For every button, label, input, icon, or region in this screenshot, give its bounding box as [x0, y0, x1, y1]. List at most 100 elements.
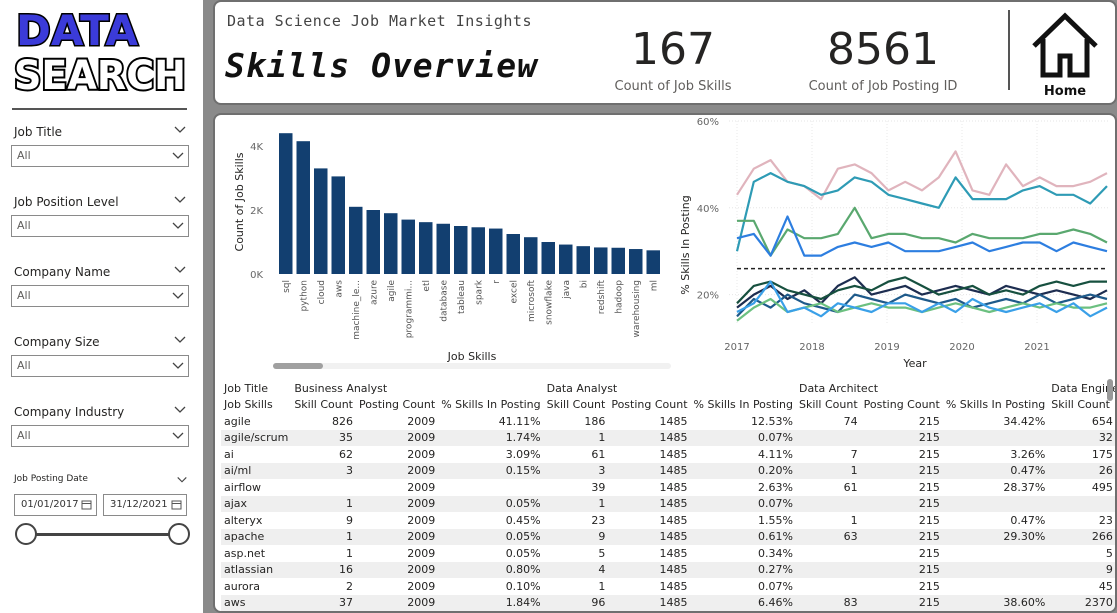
- table-cell: 495: [1091, 480, 1113, 494]
- filter-job-title: Job Title All: [11, 123, 189, 167]
- table-cell: 1485: [659, 447, 688, 461]
- bar: [541, 242, 555, 274]
- x-tick-label: azure: [369, 280, 379, 305]
- page-title: Skills Overview: [225, 46, 539, 85]
- column-header-sortable[interactable]: Job Skills: [224, 398, 273, 412]
- end-date-input[interactable]: 31/12/2021: [103, 494, 187, 516]
- company-industry-dropdown[interactable]: All: [11, 425, 189, 447]
- collapse-chevron-icon[interactable]: [173, 263, 187, 277]
- home-icon[interactable]: [1030, 12, 1100, 78]
- table-cell: 826: [332, 414, 353, 428]
- calendar-icon[interactable]: [81, 499, 92, 510]
- end-date-value: 31/12/2021: [110, 499, 168, 510]
- table-cell: 2009: [407, 480, 436, 494]
- filter-label: Job Position Level: [14, 195, 119, 209]
- collapse-chevron-icon[interactable]: [173, 193, 187, 207]
- bar: [384, 213, 398, 274]
- y-axis-title: Count of Job Skills: [233, 152, 246, 251]
- table-cell: 0.05%: [505, 546, 541, 560]
- table-row[interactable]: ajax 1 2009 0.05% 1 1485 0.07% 215: [221, 495, 1115, 512]
- kpi-job-postings-value: 8561: [827, 24, 939, 75]
- table-row[interactable]: ai/ml 3 2009 0.15% 3 1485 0.20% 1 215 0.47% 26: [221, 462, 1115, 479]
- job-title-dropdown[interactable]: All: [11, 145, 189, 167]
- table-cell: 654: [1091, 414, 1113, 428]
- logo-divider: [12, 108, 187, 110]
- y-tick-label: 4K: [250, 142, 263, 153]
- home-button-label[interactable]: Home: [1043, 84, 1087, 99]
- table-cell: 1: [346, 546, 353, 560]
- collapse-chevron-icon[interactable]: [173, 403, 187, 417]
- table-cell: 3: [291, 462, 356, 479]
- collapse-chevron-icon[interactable]: [173, 333, 187, 347]
- start-date-input[interactable]: 01/01/2017: [14, 494, 97, 516]
- header-divider: [1008, 10, 1010, 90]
- skills-trend-line-chart: 20% 40% 60% % Skills In Posting 2017 2018 2019…: [679, 117, 1109, 370]
- table-cell: 5: [1105, 546, 1113, 560]
- x-tick-label: cloud: [317, 280, 327, 304]
- table-cell: 0.07%: [690, 495, 796, 512]
- table-cell: [943, 578, 1048, 595]
- bar: [296, 141, 310, 274]
- table-row[interactable]: aurora 2 2009 0.10% 1 1485 0.07% 215 45: [221, 578, 1115, 595]
- y-axis-title: % Skills In Posting: [679, 195, 692, 294]
- filter-label: Company Size: [14, 335, 100, 349]
- table-cell: 45: [1098, 579, 1113, 593]
- collapse-chevron-icon[interactable]: [173, 123, 187, 137]
- job-position-level-dropdown[interactable]: All: [11, 215, 189, 237]
- table-cell: 266: [1048, 528, 1115, 545]
- table-cell: 4: [543, 561, 609, 578]
- table-cell: [438, 479, 543, 496]
- collapse-chevron-icon[interactable]: [176, 474, 188, 486]
- calendar-icon[interactable]: [171, 499, 182, 510]
- table-row[interactable]: alteryx 9 2009 0.45% 23 1485 1.55% 1 215 0.47% 23: [221, 512, 1115, 529]
- date-range-start-handle[interactable]: [15, 523, 37, 545]
- filter-company-industry: Company Industry All: [11, 403, 189, 447]
- table-row[interactable]: aws 37 2009 1.84% 96 1485 6.46% 83 215 38.60% 2370: [221, 594, 1115, 611]
- table-row[interactable]: ai 62 2009 3.09% 61 1485 4.11% 7 215 3.26% 175: [221, 446, 1115, 463]
- x-tick-label: java: [562, 280, 572, 300]
- table-cell: 0.15%: [438, 462, 544, 479]
- table-cell: 215: [860, 462, 943, 479]
- table-cell: 215: [860, 594, 943, 611]
- table-header-row: Job Skills Skill Count Posting Count % Skil…: [221, 397, 1115, 414]
- bar: [436, 223, 450, 274]
- table-row[interactable]: agile 826 2009 41.11% 186 1485 12.53% 74 215 34.4…: [221, 413, 1115, 430]
- table-cell: 215: [918, 579, 940, 593]
- filter-label: Company Industry: [14, 405, 125, 419]
- table-row[interactable]: atlassian 16 2009 0.80% 4 1485 0.27% 215 9: [221, 561, 1115, 578]
- table-row[interactable]: agile/scrum 35 2009 1.74% 1 1485 0.07% 215 32: [221, 429, 1115, 446]
- table-row[interactable]: airflow 2009 39 1485 2.63% 61 215 28.37% 495: [221, 479, 1115, 496]
- table-cell: 0.20%: [690, 462, 796, 479]
- table-cell: 4.11%: [758, 447, 793, 461]
- bar: [559, 244, 573, 274]
- table-cell: 6.46%: [690, 594, 796, 611]
- table-row[interactable]: asp.net 1 2009 0.05% 5 1485 0.34% 215 5: [221, 545, 1115, 562]
- table-cell: 9: [1048, 561, 1115, 578]
- table-cell: 32: [1048, 429, 1115, 446]
- chart-horizontal-scrollbar[interactable]: [273, 363, 671, 369]
- matrix: Job Title Business Analyst Data Analyst Dat…: [221, 380, 1115, 611]
- table-cell: 0.05%: [438, 495, 544, 512]
- table-cell: 0.80%: [438, 561, 544, 578]
- table-cell: 1485: [659, 513, 688, 527]
- table-cell: 26: [1048, 462, 1115, 479]
- company-size-dropdown[interactable]: All: [11, 355, 189, 377]
- bar: [594, 247, 608, 274]
- table-cell: 2009: [356, 561, 439, 578]
- date-range-end-handle[interactable]: [168, 523, 190, 545]
- company-name-dropdown[interactable]: All: [11, 285, 189, 307]
- table-cell: 37: [291, 594, 356, 611]
- table-cell: 2009: [356, 429, 439, 446]
- table-cell: 74: [843, 414, 858, 428]
- row-label: asp.net: [224, 546, 266, 560]
- table-row[interactable]: apache 1 2009 0.05% 9 1485 0.61% 63 215 29.30% 266: [221, 528, 1115, 545]
- bar: [576, 246, 590, 274]
- x-tick-label: database: [439, 280, 449, 322]
- table-vertical-scrollbar[interactable]: [1107, 379, 1113, 401]
- scrollbar-thumb[interactable]: [273, 363, 323, 369]
- column-header: Skill Count: [294, 398, 353, 412]
- row-label: aws: [221, 594, 292, 611]
- date-range-slider-track[interactable]: [26, 533, 179, 536]
- x-tick-label: programmi...: [404, 280, 414, 338]
